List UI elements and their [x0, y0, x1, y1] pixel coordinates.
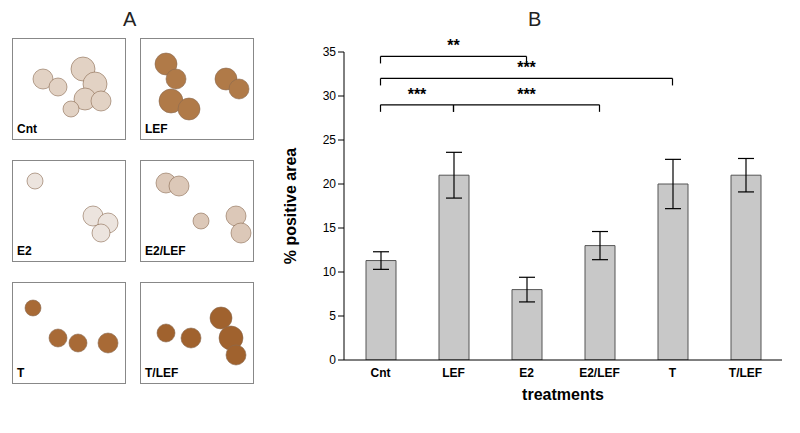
- html-text:E2: E2: [17, 244, 32, 258]
- svg-text:LEF: LEF: [442, 366, 465, 380]
- html-text:LEF: LEF: [145, 122, 168, 136]
- html-text:B: B: [528, 8, 542, 30]
- svg-text:10: 10: [323, 265, 337, 279]
- svg-text:***: ***: [408, 86, 427, 103]
- svg-text:35: 35: [323, 45, 337, 59]
- svg-text:T: T: [669, 366, 677, 380]
- svg-text:treatments: treatments: [522, 386, 604, 403]
- html-text:T: T: [17, 366, 25, 380]
- svg-text:***: ***: [517, 59, 536, 76]
- svg-text:0: 0: [329, 353, 336, 367]
- svg-text:15: 15: [323, 221, 337, 235]
- html-text:Cnt: Cnt: [17, 122, 37, 136]
- svg-text:E2: E2: [519, 366, 534, 380]
- svg-text:E2/LEF: E2/LEF: [579, 366, 620, 380]
- html-text:E2/LEF: E2/LEF: [145, 244, 186, 258]
- svg-text:***: ***: [517, 86, 536, 103]
- html-text:T/LEF: T/LEF: [145, 366, 179, 380]
- html-text:A: A: [123, 8, 137, 30]
- svg-text:30: 30: [323, 89, 337, 103]
- svg-text:**: **: [447, 37, 460, 54]
- svg-text:20: 20: [323, 177, 337, 191]
- svg-text:% positive area: % positive area: [282, 148, 299, 265]
- svg-text:Cnt: Cnt: [371, 366, 391, 380]
- svg-text:25: 25: [323, 133, 337, 147]
- svg-text:5: 5: [329, 309, 336, 323]
- svg-text:T/LEF: T/LEF: [729, 366, 762, 380]
